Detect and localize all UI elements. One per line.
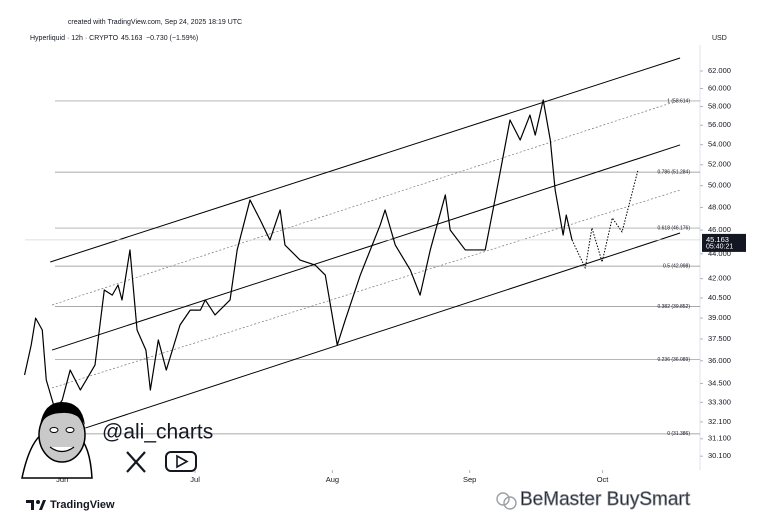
fib-label: 0 (31.386) — [667, 431, 690, 437]
y-tick-label: 56.000 — [708, 120, 731, 129]
y-tick-label: 50.000 — [708, 181, 731, 190]
y-tick-label: 37.500 — [708, 334, 731, 343]
countdown: 05:40:21 — [706, 244, 733, 251]
y-tick-label: 44.000 — [708, 249, 731, 258]
projection-line — [571, 169, 639, 269]
plot-area: 62.000 60.000 58.000 56.000 54.000 52.000 50.0… — [23, 57, 731, 484]
y-tick-label: 34.500 — [708, 378, 731, 387]
y-tick-label: 33.300 — [708, 397, 731, 406]
y-tick-label: 48.000 — [708, 202, 731, 211]
price-box-label: 45.163 — [706, 235, 729, 244]
x-tick-label: Oct — [597, 475, 610, 484]
y-tick-label: 36.000 — [708, 356, 731, 365]
y-tick-label: 46.000 — [708, 225, 731, 234]
fib-label: 0.5 (42.998) — [663, 263, 690, 269]
trendline — [50, 57, 681, 263]
header-change: −0.730 (−1.59%) — [146, 35, 198, 42]
fib-label: 0.236 (36.089) — [657, 357, 690, 363]
trendline — [51, 144, 681, 351]
y-tick-label: 39.000 — [708, 313, 731, 322]
trendline — [85, 232, 681, 429]
y-tick-label: 52.000 — [708, 160, 731, 169]
x-tick-label: Aug — [326, 475, 339, 484]
y-tick-label: 32.100 — [708, 417, 731, 426]
trendline — [51, 189, 681, 389]
x-tick-label: Jul — [190, 475, 200, 484]
fib-label: 0.618 (46.176) — [657, 225, 690, 231]
y-tick-label: 31.100 — [708, 434, 731, 443]
author-handle: @ali_charts — [102, 421, 213, 444]
y-tick-label: 54.000 — [708, 140, 731, 149]
fib-label: 1 (58.614) — [667, 98, 690, 104]
watermark-icon — [496, 492, 517, 510]
fib-label: 0.382 (39.852) — [657, 304, 690, 310]
x-tick-label: Sep — [463, 475, 476, 484]
y-tick-label: 60.000 — [708, 83, 731, 92]
symbol-info: Hyperliquid · 12h · CRYPTO — [30, 35, 119, 42]
currency: USD — [712, 35, 727, 42]
watermark: BeMaster BuySmart — [520, 489, 691, 510]
youtube-icon — [165, 451, 197, 472]
tradingview-logo — [26, 500, 46, 510]
y-tick-label: 58.000 — [708, 102, 731, 111]
avatar — [21, 402, 93, 479]
logo-text: TradingView — [50, 499, 115, 511]
x-icon — [126, 451, 146, 473]
price-box — [702, 233, 746, 252]
y-tick-label: 62.000 — [708, 66, 731, 75]
y-tick-label: 40.500 — [708, 293, 731, 302]
header-price: 45.163 — [121, 35, 143, 42]
y-tick-label: 42.000 — [708, 274, 731, 283]
created-note: created with TradingView.com, Sep 24, 20… — [68, 19, 242, 26]
fib-label: 0.786 (51.284) — [657, 169, 690, 175]
y-tick-label: 30.100 — [708, 451, 731, 460]
price-line — [23, 99, 573, 411]
x-tick-label: Jun — [56, 475, 68, 484]
